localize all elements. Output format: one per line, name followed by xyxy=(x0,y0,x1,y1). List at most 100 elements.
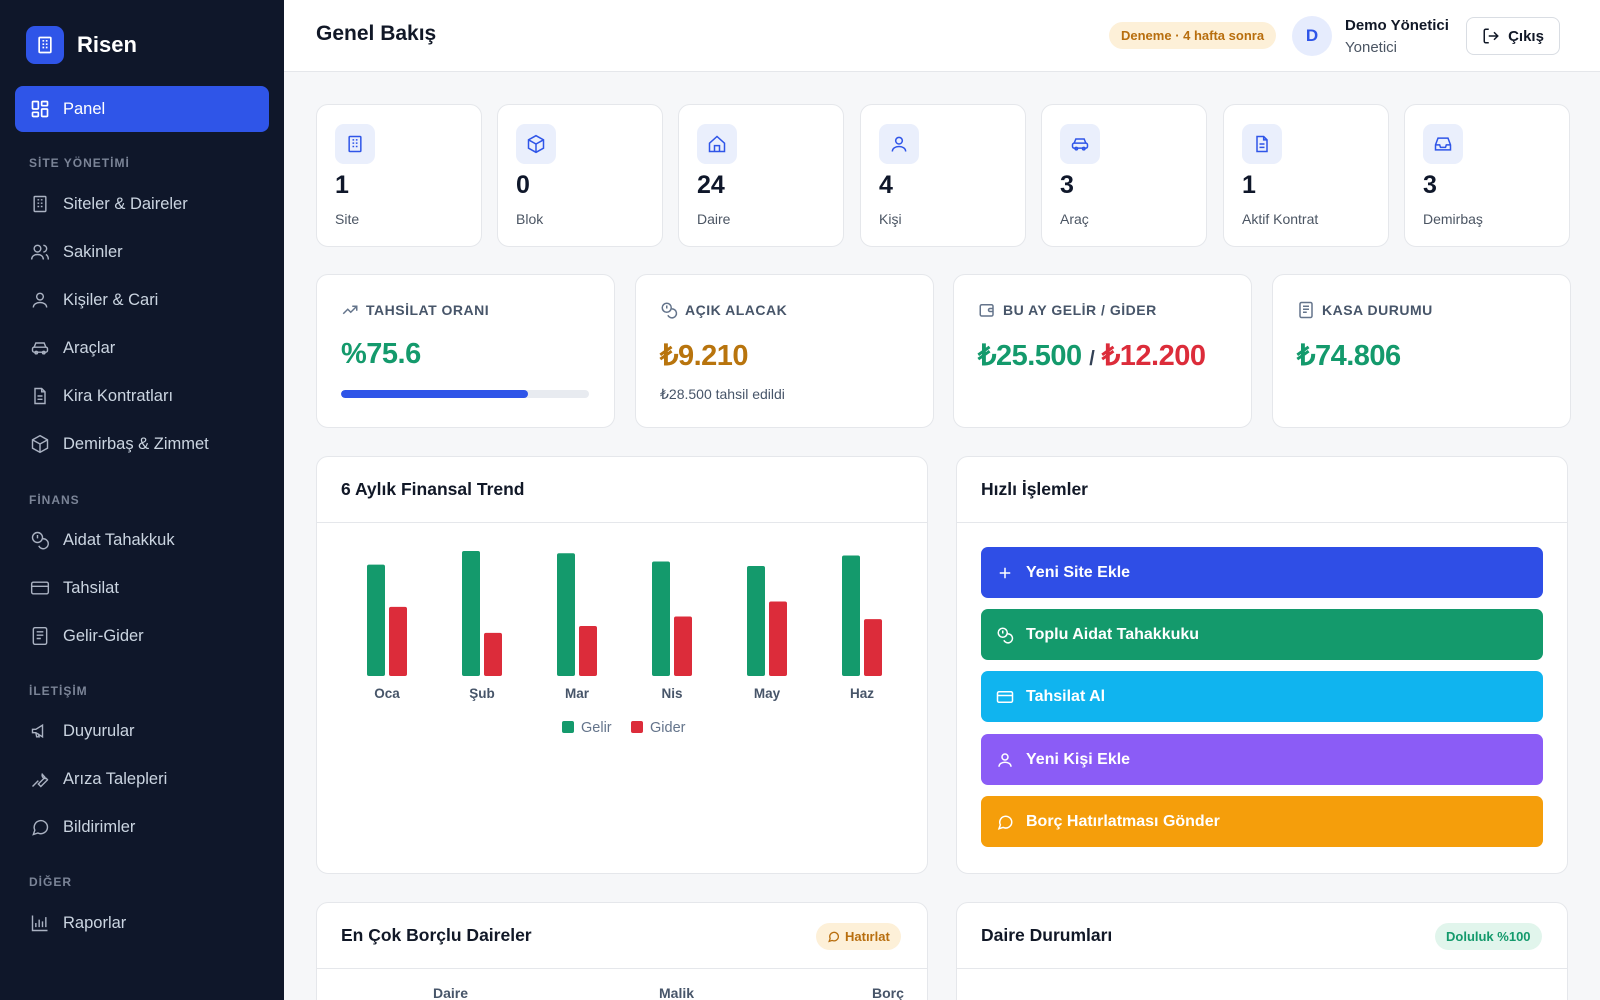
kpi-subtext: ₺28.500 tahsil edildi xyxy=(660,386,785,402)
panel-title: 6 Aylık Finansal Trend xyxy=(341,479,525,499)
stat-card-vehicle[interactable]: 3 Araç xyxy=(1041,104,1207,247)
stat-card-lease[interactable]: 1 Aktif Kontrat xyxy=(1223,104,1389,247)
stat-value: 4 xyxy=(879,171,893,199)
debt-reminder-button[interactable]: Borç Hatırlatması Gönder xyxy=(981,796,1543,847)
bar-gider-Şub[interactable] xyxy=(484,632,502,676)
sidebar-item-inventory[interactable]: Demirbaş & Zimmet xyxy=(15,424,269,464)
inbox-icon xyxy=(1423,124,1463,164)
bulk-dues-button[interactable]: Toplu Aidat Tahakkuku xyxy=(981,609,1543,660)
logout-button[interactable]: Çıkış xyxy=(1466,17,1560,55)
button-label: Tahsilat Al xyxy=(1026,687,1106,705)
logout-icon xyxy=(1483,28,1499,44)
coins-icon xyxy=(29,529,51,551)
sidebar-item-residents[interactable]: Sakinler xyxy=(15,232,269,272)
car-icon xyxy=(1060,124,1100,164)
sidebar-item-announcements[interactable]: Duyurular xyxy=(15,711,269,751)
sidebar-item-reports[interactable]: Raporlar xyxy=(15,903,269,943)
brand[interactable]: Risen xyxy=(26,26,137,64)
remind-button[interactable]: Hatırlat xyxy=(816,923,901,950)
sidebar-item-notifications[interactable]: Bildirimler xyxy=(15,807,269,847)
take-payment-button[interactable]: Tahsilat Al xyxy=(981,671,1543,722)
bar-gider-May[interactable] xyxy=(769,601,787,676)
sidebar-item-vehicles[interactable]: Araçlar xyxy=(15,328,269,368)
collection-progress-bar xyxy=(341,390,589,398)
quick-actions-panel: Hızlı İşlemler Yeni Site Ekle Toplu Aida… xyxy=(956,456,1568,874)
sidebar-item-label: Demirbaş & Zimmet xyxy=(63,434,209,453)
stat-label: Aktif Kontrat xyxy=(1242,211,1319,227)
stat-card-person[interactable]: 4 Kişi xyxy=(860,104,1026,247)
document-icon xyxy=(1242,124,1282,164)
plus-icon xyxy=(999,567,1011,578)
building-icon xyxy=(29,193,51,215)
sidebar-item-collection[interactable]: Tahsilat xyxy=(15,568,269,608)
building-icon xyxy=(26,26,64,64)
stat-value: 0 xyxy=(516,171,530,199)
bar-gider-Nis[interactable] xyxy=(674,616,692,676)
bar-gelir-Şub[interactable] xyxy=(462,551,480,676)
page-title: Genel Bakış xyxy=(316,22,437,45)
new-person-button[interactable]: Yeni Kişi Ekle xyxy=(981,734,1543,785)
avatar[interactable]: D xyxy=(1292,16,1332,56)
stat-card-unit[interactable]: 24 Daire xyxy=(678,104,844,247)
chat-bubble-icon xyxy=(29,816,51,838)
sidebar-item-sites[interactable]: Siteler & Daireler xyxy=(15,184,269,224)
stat-label: Site xyxy=(335,211,360,227)
column-header-debt[interactable]: Borç xyxy=(872,985,904,1000)
legend-label[interactable]: Gider xyxy=(650,720,686,736)
stat-label: Daire xyxy=(697,211,731,227)
separator: / xyxy=(1089,348,1095,370)
bar-gelir-Mar[interactable] xyxy=(557,553,575,676)
button-label: Yeni Kişi Ekle xyxy=(1026,750,1131,768)
box-icon xyxy=(516,124,556,164)
user-icon xyxy=(29,289,51,311)
bar-gider-Oca[interactable] xyxy=(389,606,407,676)
bar-gelir-Haz[interactable] xyxy=(842,555,860,676)
sidebar-item-label: Panel xyxy=(63,99,106,118)
legend-label[interactable]: Gelir xyxy=(581,720,612,736)
kpi-open-receivable: AÇIK ALACAK ₺9.210 ₺28.500 tahsil edildi xyxy=(635,274,934,428)
sidebar-item-panel[interactable]: Panel xyxy=(15,86,269,132)
document-icon xyxy=(29,385,51,407)
box-icon xyxy=(29,433,51,455)
sidebar-item-persons[interactable]: Kişiler & Cari xyxy=(15,280,269,320)
remind-label: Hatırlat xyxy=(845,929,890,944)
x-tick-label: Mar xyxy=(565,686,590,701)
x-tick-label: Haz xyxy=(850,686,874,701)
user-name: Demo Yönetici xyxy=(1345,17,1449,34)
user-role: Yonetici xyxy=(1345,39,1397,56)
bar-gider-Mar[interactable] xyxy=(579,626,597,676)
coins-icon xyxy=(661,302,678,319)
bar-gelir-Oca[interactable] xyxy=(367,564,385,676)
stat-value: 1 xyxy=(1242,171,1256,199)
stat-label: Demirbaş xyxy=(1423,211,1483,227)
ledger-icon xyxy=(1299,301,1313,319)
bar-gelir-May[interactable] xyxy=(747,566,765,676)
bar-gider-Haz[interactable] xyxy=(864,619,882,676)
stat-card-block[interactable]: 0 Blok xyxy=(497,104,663,247)
wallet-icon xyxy=(979,304,994,317)
stat-card-site[interactable]: 1 Site xyxy=(316,104,482,247)
sidebar-item-faults[interactable]: Arıza Talepleri xyxy=(15,759,269,799)
x-tick-label: May xyxy=(754,686,781,701)
bar-chart-icon xyxy=(29,912,51,934)
financial-trend-chart: Oca Şub Mar Nis May Haz Gelir Gider xyxy=(367,551,882,736)
sidebar-item-income-expense[interactable]: Gelir-Gider xyxy=(15,616,269,656)
legend-swatch xyxy=(562,721,574,733)
logout-label: Çıkış xyxy=(1508,27,1544,45)
financial-trend-panel: 6 Aylık Finansal Trend Oca Şub Mar Nis May Ha… xyxy=(316,456,928,874)
kpi-title: AÇIK ALACAK xyxy=(685,302,788,318)
column-header-unit[interactable]: Daire xyxy=(433,985,469,1000)
new-site-button[interactable]: Yeni Site Ekle xyxy=(981,547,1543,598)
sidebar-item-leases[interactable]: Kira Kontratları xyxy=(15,376,269,416)
stat-card-inventory[interactable]: 3 Demirbaş xyxy=(1404,104,1570,247)
expense-value: ₺12.200 xyxy=(1101,340,1206,372)
unit-status-panel: Daire Durumları Doluluk %100 xyxy=(956,902,1568,1000)
sidebar-item-dues[interactable]: Aidat Tahakkuk xyxy=(15,520,269,560)
bar-gelir-Nis[interactable] xyxy=(652,561,670,676)
ledger-icon xyxy=(29,625,51,647)
top-debtors-panel: En Çok Borçlu Daireler Hatırlat Daire Ma… xyxy=(316,902,928,1000)
section-title-finance: FİNANS xyxy=(29,493,80,507)
credit-card-icon xyxy=(29,577,51,599)
section-title-site: SİTE YÖNETİMİ xyxy=(29,156,130,170)
column-header-owner[interactable]: Malik xyxy=(659,985,695,1000)
